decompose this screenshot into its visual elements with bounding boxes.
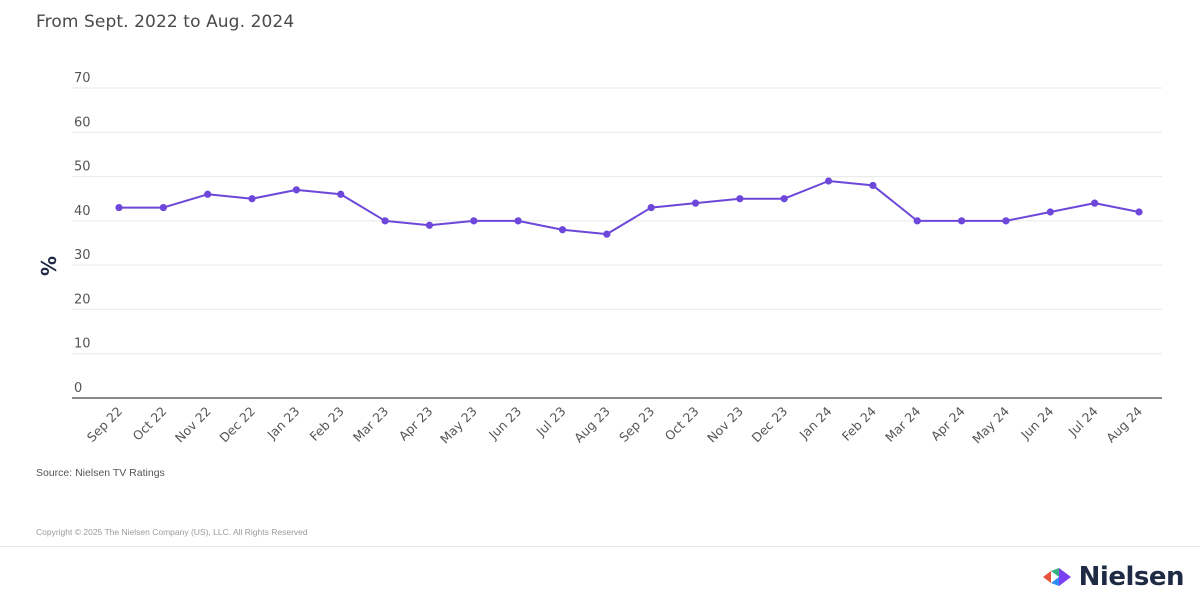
x-tick-label: Jan 24 xyxy=(796,403,835,442)
x-tick-label: Feb 24 xyxy=(839,403,879,443)
y-tick-label: 60 xyxy=(74,115,91,130)
data-point xyxy=(514,217,522,225)
y-tick-label: 40 xyxy=(74,204,91,219)
series-line xyxy=(119,180,1140,236)
data-point xyxy=(292,186,300,194)
data-point xyxy=(824,177,833,185)
data-point xyxy=(691,199,700,207)
data-point xyxy=(1135,208,1143,216)
data-point xyxy=(1002,217,1010,225)
data-point xyxy=(913,217,921,225)
data-point xyxy=(736,195,744,203)
x-tick-label: Oct 22 xyxy=(130,404,170,444)
brand-logo: Nielsen xyxy=(1041,562,1185,592)
data-point xyxy=(1046,208,1054,216)
x-tick-label: Apr 24 xyxy=(928,403,968,443)
x-tick-label: Jun 24 xyxy=(1017,403,1056,442)
x-tick-label: Jul 24 xyxy=(1065,403,1101,439)
data-point xyxy=(115,203,123,212)
data-point xyxy=(470,217,478,225)
nielsen-logo-icon xyxy=(1042,568,1071,586)
data-point xyxy=(1091,199,1099,207)
source-note: Source: Nielsen TV Ratings xyxy=(36,467,165,479)
y-axis-ticks: 0 10 20 30 40 50 60 70 xyxy=(74,71,91,396)
x-tick-label: Feb 23 xyxy=(307,404,347,444)
x-tick-label: Nov 22 xyxy=(172,404,214,446)
x-tick-label: May 24 xyxy=(969,403,1012,446)
data-point xyxy=(558,226,567,234)
x-axis-ticks: Sep 22 Oct 22 Nov 22 Dec 22 Jan 23 Feb 23 Mar … xyxy=(84,403,1145,446)
data-point xyxy=(425,221,434,229)
x-tick-label: Sep 23 xyxy=(616,404,657,445)
x-tick-label: Jan 23 xyxy=(264,404,303,443)
x-tick-label: Aug 24 xyxy=(1103,403,1145,445)
x-tick-label: Jul 23 xyxy=(533,404,569,440)
data-point xyxy=(337,190,345,198)
series-layer xyxy=(115,177,1143,238)
y-tick-label: 30 xyxy=(74,248,91,263)
y-tick-label: 0 xyxy=(74,381,82,396)
x-tick-label: Dec 22 xyxy=(216,404,258,446)
data-point xyxy=(780,195,788,203)
data-point xyxy=(958,217,966,225)
y-tick-label: 10 xyxy=(74,337,91,352)
data-point xyxy=(647,203,655,212)
data-point xyxy=(159,203,167,212)
x-tick-label: Oct 23 xyxy=(662,404,702,444)
x-tick-label: Mar 23 xyxy=(350,404,391,445)
copyright-note: Copyright © 2025 The Nielsen Company (US… xyxy=(36,527,308,537)
x-tick-label: Jun 23 xyxy=(485,404,524,443)
chart-subtitle: From Sept. 2022 to Aug. 2024 xyxy=(36,12,295,32)
data-point xyxy=(381,217,389,225)
data-point xyxy=(204,190,212,198)
footer-divider xyxy=(0,546,1200,547)
x-tick-label: Mar 24 xyxy=(882,403,923,444)
data-point xyxy=(869,181,877,190)
data-point xyxy=(248,195,256,203)
x-tick-label: Dec 23 xyxy=(749,404,791,446)
x-tick-label: Nov 23 xyxy=(704,404,746,446)
y-axis-label: % xyxy=(37,256,61,276)
brand-name: Nielsen xyxy=(1078,562,1185,592)
x-tick-label: May 23 xyxy=(437,404,480,447)
grid-lines xyxy=(72,87,1162,399)
y-tick-label: 70 xyxy=(74,71,91,86)
x-tick-label: Aug 23 xyxy=(571,404,613,446)
data-point xyxy=(603,230,611,238)
x-tick-label: Apr 23 xyxy=(396,404,436,444)
y-tick-label: 20 xyxy=(74,292,91,307)
x-tick-label: Sep 22 xyxy=(84,404,125,445)
y-tick-label: 50 xyxy=(74,160,91,175)
